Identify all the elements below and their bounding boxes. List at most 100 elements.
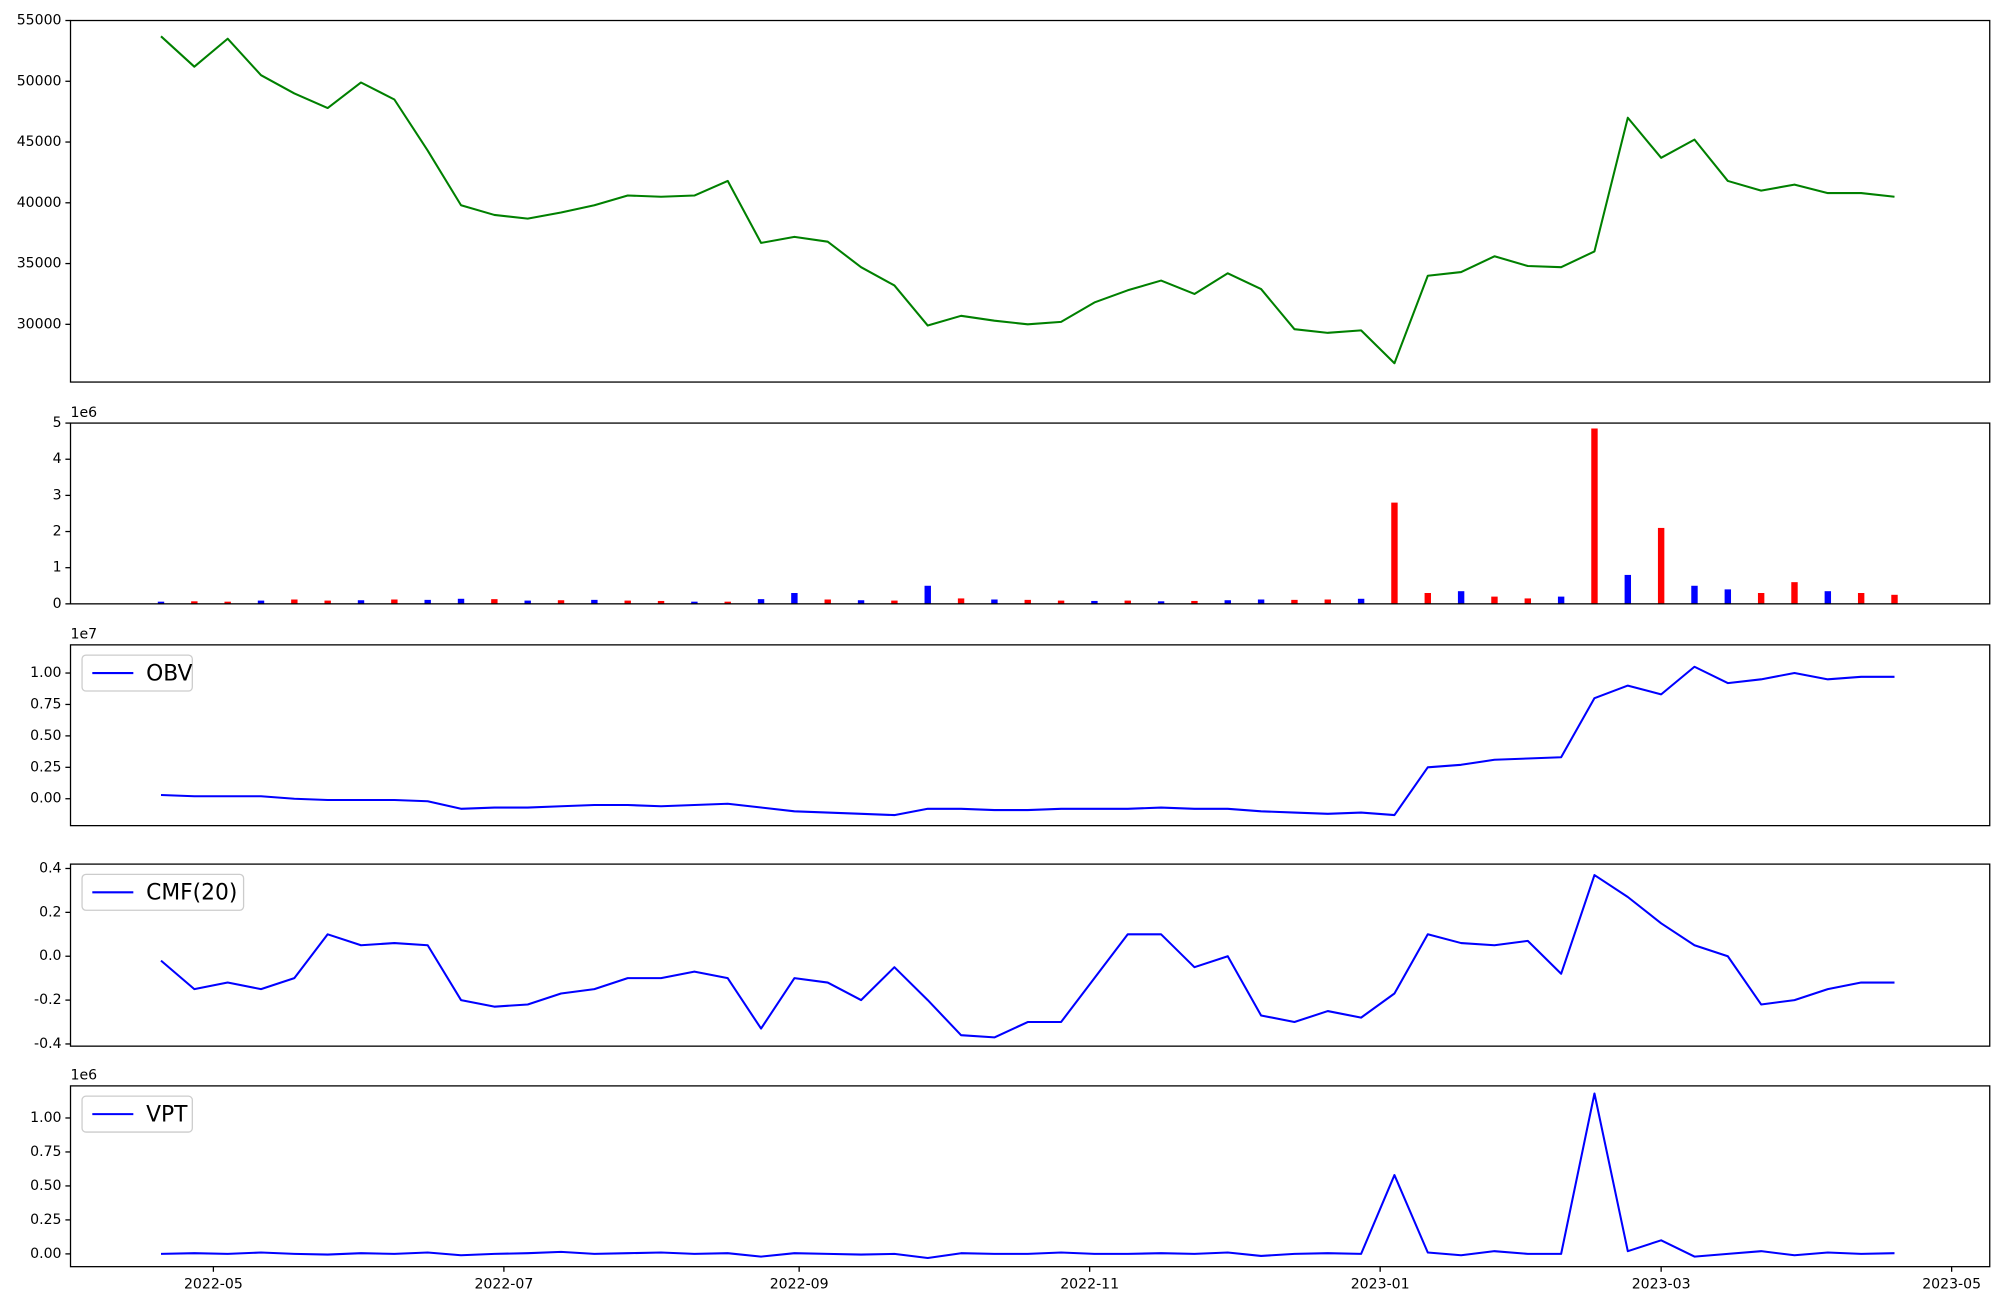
volume-bar [191,601,198,604]
volume-bar [1657,527,1665,604]
y-tick-label: 1.00 [30,1110,61,1126]
y-tick-label: 1.00 [30,665,61,681]
volume-bar [1757,593,1765,604]
volume-bar [257,600,265,604]
volume-bar [1624,574,1632,604]
indicator-line [160,665,1895,817]
volume-bar [1457,591,1465,604]
y-tick-label: 5 [53,415,62,431]
x-tick-label: 2023-03 [1632,1277,1691,1293]
y-tick-label: 3 [53,487,62,503]
volume-bar [1257,599,1265,604]
volume-bar [657,600,665,604]
volume-bar [524,600,531,604]
volume-bar [791,593,798,604]
volume-bar [924,585,931,604]
volume-bar [757,599,765,604]
x-tick-label: 2022-09 [770,1277,829,1293]
volume-bar [1091,600,1098,604]
legend-label: OBV [146,661,192,686]
x-tick-label: 2022-05 [184,1277,243,1293]
x-tick-label: 2023-01 [1351,1277,1410,1293]
legend-box [81,1095,193,1133]
volume-bar [824,599,831,604]
volume-bar [1557,596,1565,604]
x-tick-label: 2022-11 [1060,1277,1119,1293]
y-tick-label: 0.00 [30,1246,61,1262]
plot-frame [69,19,1991,383]
volume-bar [724,601,731,604]
y-tick-label: 0 [53,596,62,612]
volume-bar [991,599,998,604]
legend-box [81,873,245,911]
volume-bar [857,600,865,604]
volume-bar [1024,599,1031,604]
volume-bar [157,601,165,604]
y-tick-label: -0.2 [34,992,61,1008]
legend-label: CMF(20) [146,881,237,906]
y-tick-label: 0.75 [30,696,61,712]
y-tick-label: 0.4 [39,860,61,876]
volume-bar [1791,582,1798,604]
volume-bar [1291,599,1298,604]
volume-bar [457,598,465,604]
y-tick-label: 0.25 [30,1212,61,1228]
y-tick-label: 40000 [17,195,62,211]
volume-bar [424,599,431,604]
y-tick-label: 45000 [17,134,62,150]
volume-bar [391,599,398,604]
indicator-line [160,874,1895,1039]
y-tick-label: 50000 [17,73,62,89]
legend-label: VPT [146,1102,188,1127]
volume-bar [291,599,298,604]
volume-bar [1691,585,1698,604]
y-tick-label: 0.2 [39,904,61,920]
volume-bar [1891,594,1898,604]
volume-bar [1591,428,1598,604]
volume-bar [1191,600,1198,604]
volume-bar [1324,599,1331,604]
axis-offset-label: 1e6 [71,405,98,421]
y-tick-label: 55000 [17,13,62,29]
y-tick-label: 0.0 [39,948,61,964]
volume-bar [1491,596,1498,604]
y-tick-label: 30000 [17,316,62,332]
y-tick-label: 0.00 [30,791,61,807]
price-line [160,35,1895,365]
volume-bar [691,601,698,604]
volume-bar [357,600,365,604]
x-tick-label: 2023-05 [1922,1277,1981,1293]
indicator-line [160,1092,1895,1260]
volume-bar [1424,593,1431,604]
volume-bar [1824,591,1832,604]
volume-bar [1724,589,1732,604]
volume-bar [557,600,565,604]
y-tick-label: 0.75 [30,1144,61,1160]
y-tick-label: 1 [53,560,62,576]
y-tick-label: 2 [53,524,62,540]
y-tick-label: -0.4 [34,1036,62,1052]
volume-bar [624,600,631,604]
volume-bar [957,598,965,604]
volume-bar [224,601,231,604]
volume-bar [1157,601,1165,604]
volume-bar [1357,598,1365,604]
y-tick-label: 4 [53,451,62,467]
volume-bar [324,600,331,604]
legend-box [81,654,193,692]
plot-frame [69,863,1991,1047]
volume-bar [1057,600,1065,604]
axis-offset-label: 1e7 [71,627,98,643]
axis-offset-label: 1e6 [71,1068,98,1084]
y-tick-label: 0.50 [30,1178,61,1194]
y-tick-label: 0.25 [30,759,61,775]
volume-bar [1391,502,1398,604]
volume-bar [1124,600,1131,604]
plot-frame [69,1085,1991,1268]
y-tick-label: 0.50 [30,728,61,744]
volume-bar [1224,600,1231,604]
y-tick-label: 35000 [17,256,62,272]
volume-bar [1524,598,1531,604]
volume-bar [491,599,498,604]
x-tick-label: 2022-07 [474,1277,533,1293]
